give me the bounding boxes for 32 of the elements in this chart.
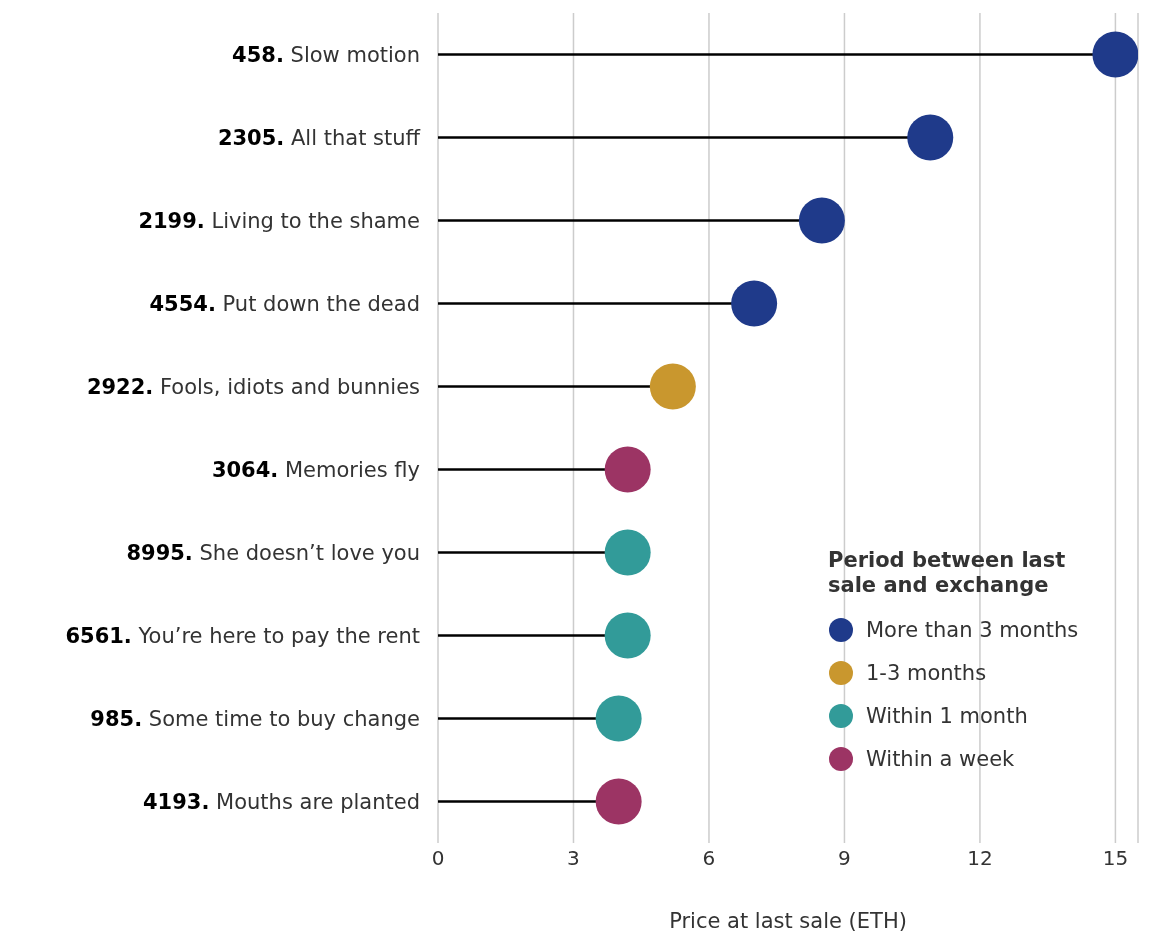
x-tick-label: 3: [567, 846, 580, 871]
point: [604, 446, 651, 493]
point: [798, 197, 845, 244]
y-tick-label: 2305. All that stuff: [217, 125, 421, 150]
legend-label: Within 1 month: [866, 703, 1028, 728]
y-tick-label: 6561. You’re here to pay the rent: [65, 623, 420, 648]
x-tick-label: 9: [838, 846, 851, 871]
y-tick-label: 985. Some time to buy change: [90, 706, 420, 731]
point: [604, 612, 651, 659]
point: [595, 695, 642, 742]
legend-title: Period between last sale and exchange: [828, 548, 1067, 598]
y-tick-label: 8995. She doesn’t love you: [126, 540, 420, 565]
point: [604, 529, 651, 576]
x-tick-label: 0: [431, 846, 445, 871]
y-tick-label: 3064. Memories fly: [211, 457, 420, 482]
y-tick-label: 4554. Put down the dead: [149, 291, 420, 316]
y-tick-label: 2922. Fools, idiots and bunnies: [86, 374, 420, 399]
x-axis-title: Price at last sale (ETH): [669, 909, 907, 933]
x-tick-label: 15: [1102, 846, 1129, 871]
point: [1092, 31, 1138, 78]
legend-label: Within a week: [866, 746, 1015, 771]
y-tick-label: 458. Slow motion: [232, 42, 420, 67]
point: [595, 778, 642, 825]
legend-label: 1-3 months: [866, 660, 987, 685]
x-tick-label: 6: [702, 846, 716, 871]
point: [731, 280, 778, 327]
legend-label: More than 3 months: [866, 617, 1079, 642]
y-tick-label: 2199. Living to the shame: [138, 208, 420, 233]
y-tick-label: 4193. Mouths are planted: [142, 789, 420, 814]
point: [907, 114, 954, 161]
point: [649, 363, 696, 410]
x-tick-label: 12: [967, 846, 993, 871]
